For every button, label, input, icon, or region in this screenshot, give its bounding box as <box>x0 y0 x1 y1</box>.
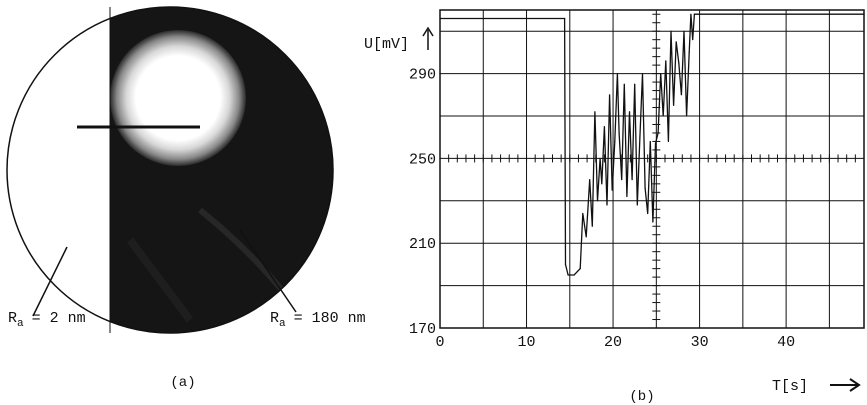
data-point <box>863 13 865 15</box>
y-axis-label: U[mV] <box>364 36 409 53</box>
data-point <box>603 126 606 128</box>
data-point <box>657 132 659 134</box>
x-tick-label: 40 <box>777 334 795 351</box>
x-tick-label: 20 <box>604 334 622 351</box>
data-point <box>690 13 692 15</box>
data-point <box>599 157 601 159</box>
data-point <box>636 204 638 206</box>
data-point <box>654 142 657 145</box>
data-point <box>589 179 591 181</box>
data-point <box>675 41 677 43</box>
data-point <box>585 236 587 238</box>
data-point <box>606 204 608 206</box>
data-point <box>667 140 670 143</box>
pointer-left <box>32 246 68 317</box>
caption-a: (a) <box>170 375 195 391</box>
data-point <box>616 73 618 75</box>
data-point <box>609 94 611 96</box>
data-point <box>692 39 694 41</box>
data-point <box>634 83 636 85</box>
data-point <box>626 195 628 198</box>
data-point <box>618 132 620 134</box>
data-point <box>673 104 675 106</box>
x-axis-label: T[s] <box>772 378 808 395</box>
data-point <box>614 140 616 143</box>
panel-a: Ra = 2 nm Ra = 180 nm (a) <box>6 6 366 391</box>
y-tick-label: 250 <box>409 151 436 168</box>
data-point <box>582 212 584 215</box>
series-line <box>440 13 864 276</box>
data-point <box>628 111 631 113</box>
data-point <box>680 94 683 96</box>
x-tick-label: 30 <box>691 334 709 351</box>
data-point <box>662 115 664 117</box>
plot-frame <box>439 9 865 329</box>
panel-b: 170 210 250 290 0 10 20 30 40 U[mV] T[s] (b) <box>364 9 865 405</box>
data-point <box>591 225 593 227</box>
data-point <box>678 62 680 64</box>
data-point <box>567 274 569 276</box>
data-point <box>601 183 603 185</box>
roughness-label-right: Ra = 180 nm <box>270 310 366 330</box>
data-point <box>573 274 575 276</box>
data-point <box>631 179 633 181</box>
scatter-spot <box>110 30 246 166</box>
x-axis-arrow-icon <box>830 378 861 392</box>
pointer-right <box>239 229 297 313</box>
y-tick-label: 210 <box>409 236 436 253</box>
data-point <box>594 111 596 113</box>
data-point <box>621 179 623 181</box>
data-point <box>670 30 672 32</box>
data-point <box>683 30 685 32</box>
y-axis-arrow-icon <box>422 26 434 50</box>
y-tick-label: 170 <box>409 321 436 338</box>
x-tick-label: 10 <box>518 334 536 351</box>
data-point <box>579 268 581 270</box>
data-point <box>623 83 625 85</box>
data-point <box>611 189 613 191</box>
data-point <box>564 17 566 20</box>
data-point <box>660 73 662 75</box>
data-point <box>647 212 649 215</box>
data-point <box>686 115 688 117</box>
data-point <box>641 73 644 75</box>
plot-area: 170 210 250 290 0 10 20 30 40 <box>409 9 865 351</box>
data-point <box>688 51 690 54</box>
wafer-image <box>6 6 334 334</box>
data-point <box>644 187 646 189</box>
data-point <box>649 140 651 143</box>
data-point <box>652 221 654 223</box>
data-point <box>639 136 641 138</box>
data-point <box>596 200 599 202</box>
wafer-outline <box>6 6 334 334</box>
caption-b: (b) <box>629 389 654 405</box>
y-tick-label: 290 <box>409 67 436 84</box>
data-point <box>665 60 667 62</box>
x-tick-label: 0 <box>435 334 444 351</box>
data-point <box>693 13 696 15</box>
roughness-label-left: Ra = 2 nm <box>8 310 86 330</box>
data-point <box>439 17 441 20</box>
data-point <box>564 263 567 265</box>
